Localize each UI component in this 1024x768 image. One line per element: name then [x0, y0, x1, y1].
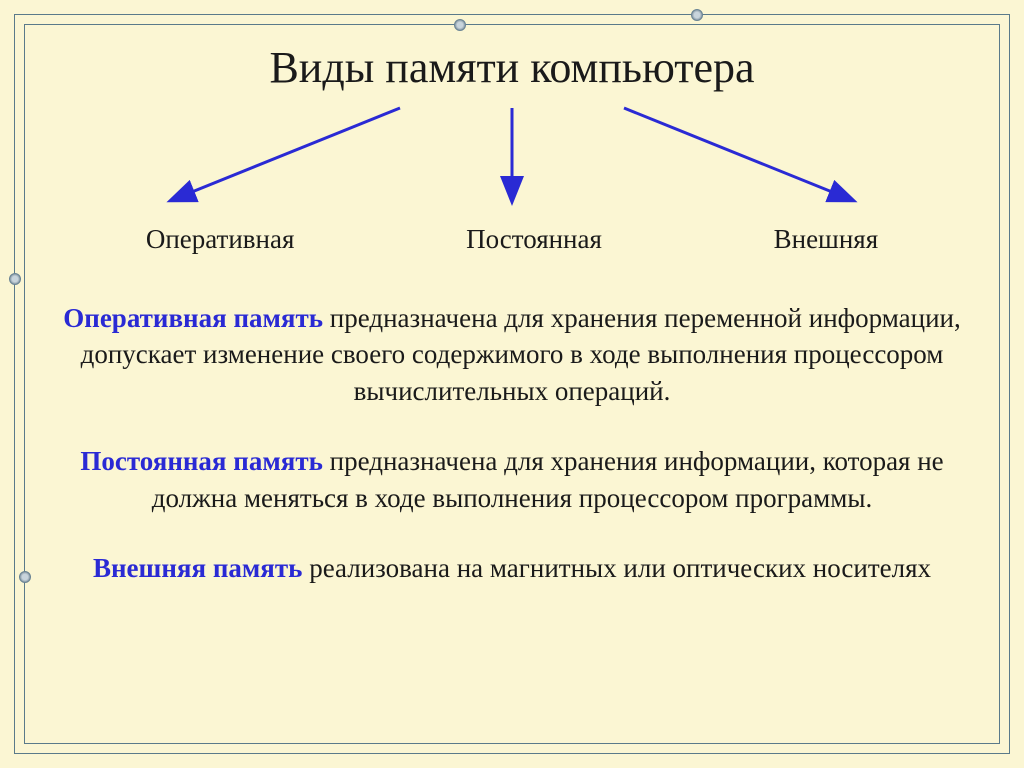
category-row: Оперативная Постоянная Внешняя [0, 224, 1024, 255]
term-permanent: Постоянная память [80, 446, 323, 476]
arrow-right [624, 108, 852, 200]
arrow-left [172, 108, 400, 200]
tree-arrows [0, 98, 1024, 218]
term-external: Внешняя память [93, 553, 302, 583]
definitions-block: Оперативная память предназначена для хра… [50, 300, 974, 587]
definition-operative: Оперативная память предназначена для хра… [50, 300, 974, 409]
text-external: реализована на магнитных или оптических … [302, 553, 931, 583]
definition-permanent: Постоянная память предназначена для хран… [50, 443, 974, 516]
definition-external: Внешняя память реализована на магнитных … [50, 550, 974, 586]
category-external: Внешняя [774, 224, 879, 255]
slide-title: Виды памяти компьютера [0, 42, 1024, 93]
term-operative: Оперативная память [63, 303, 323, 333]
category-permanent: Постоянная [466, 224, 602, 255]
category-operative: Оперативная [146, 224, 295, 255]
